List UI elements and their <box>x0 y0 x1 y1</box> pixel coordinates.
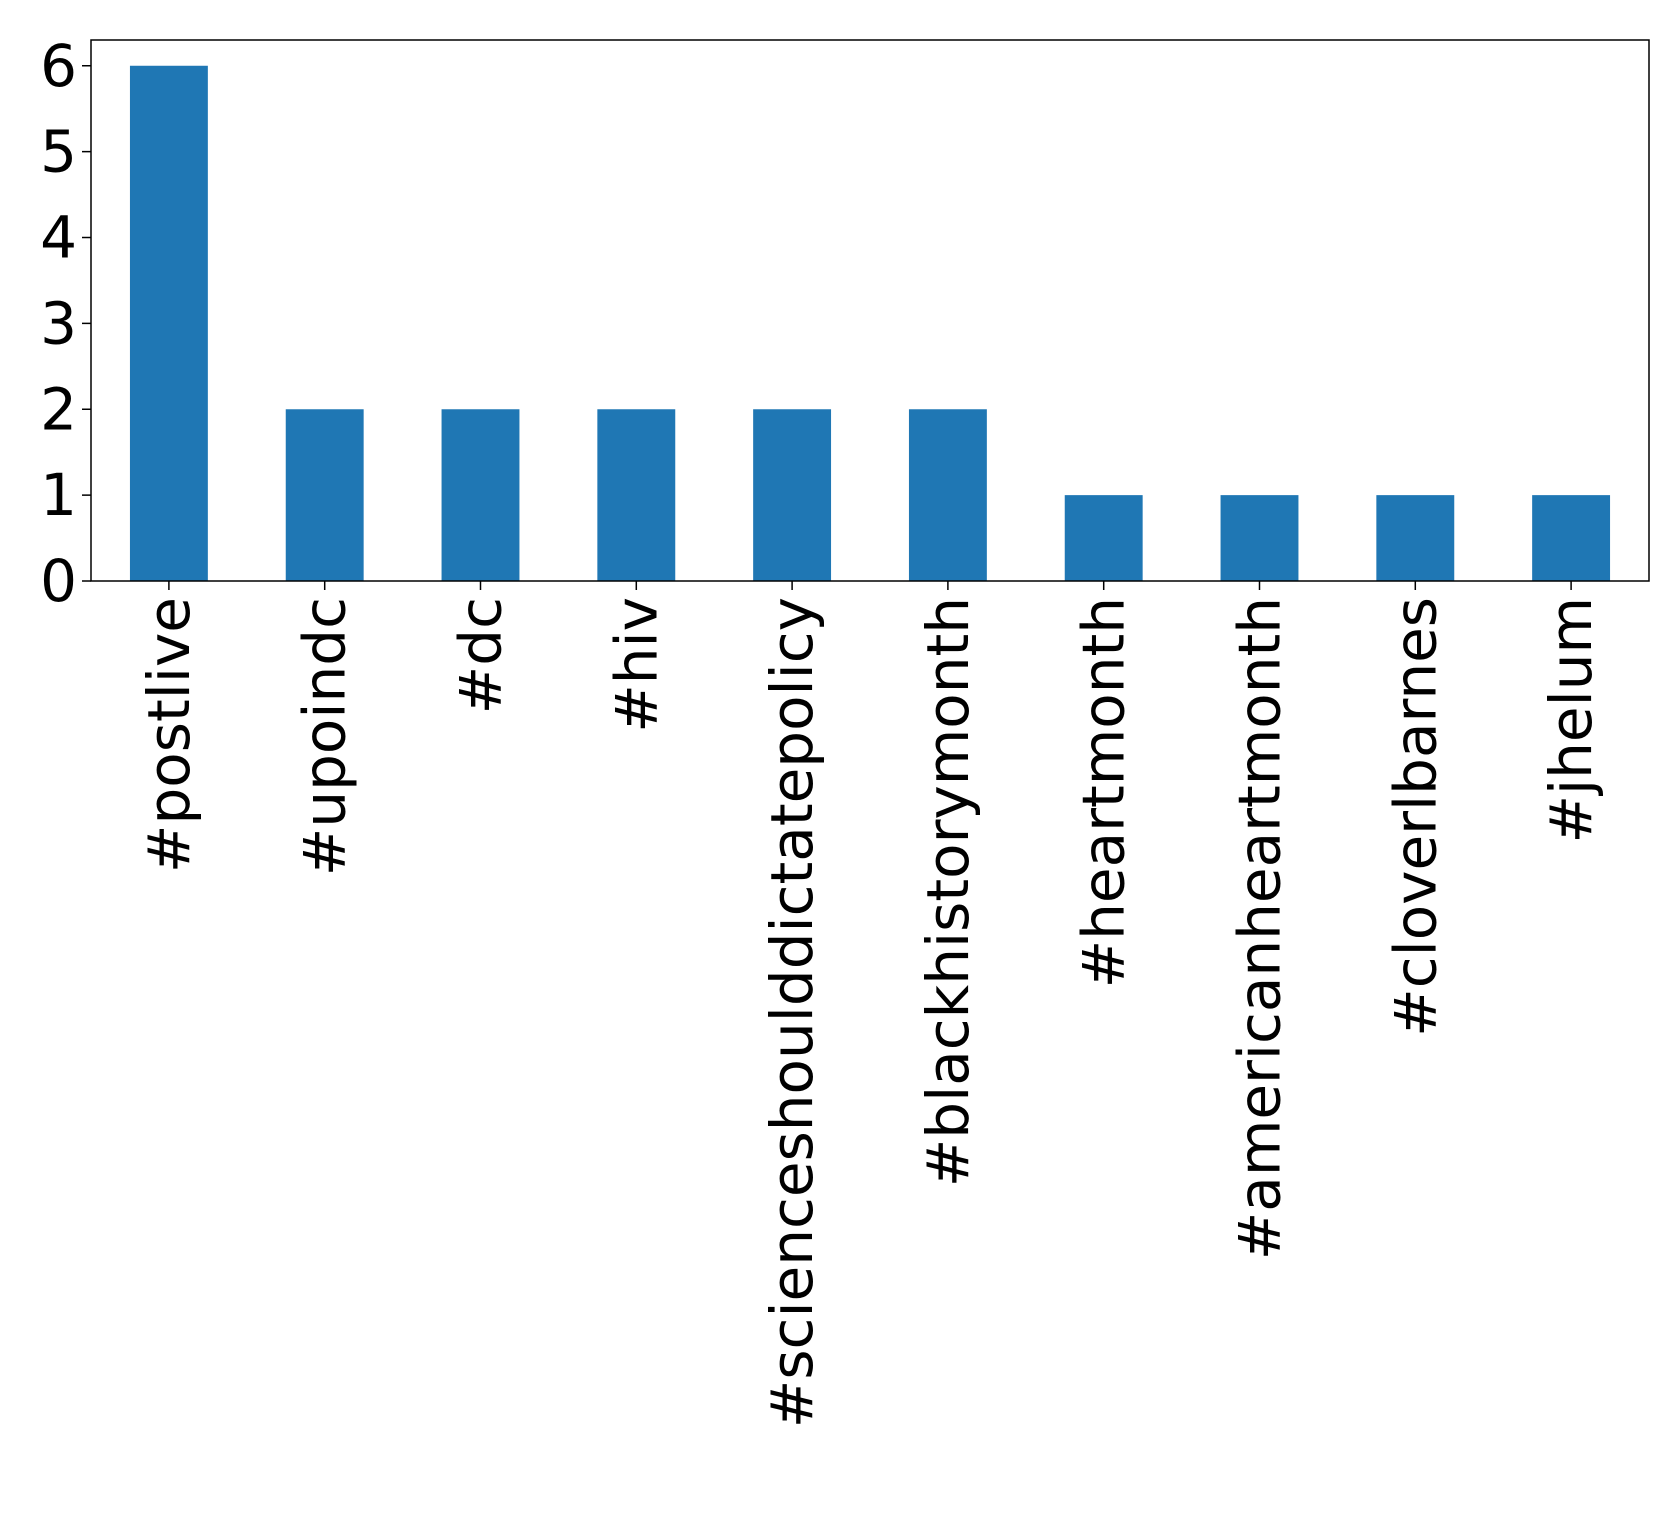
bar-hiv <box>597 409 676 581</box>
bar-cloverlbarnes <box>1376 495 1455 581</box>
bar-dc <box>441 409 520 581</box>
x-tick-label: #jhelum <box>1537 597 1605 844</box>
y-tick-label: 5 <box>40 118 77 186</box>
x-tick-label: #hiv <box>602 597 670 733</box>
plot-frame <box>90 39 1650 582</box>
y-tick-label: 2 <box>40 375 77 443</box>
x-tick-label: #dc <box>447 597 515 714</box>
x-tick-label: #americanheartmonth <box>1226 597 1294 1260</box>
y-tick-label: 1 <box>40 461 77 529</box>
bar-scienceshoulddictatepolicy <box>753 409 832 581</box>
x-axis: #postlive #upoindc #dc #hiv #scienceshoulddi… <box>135 581 1605 1428</box>
y-tick-label: 0 <box>40 547 77 615</box>
bar-upoindc <box>285 409 364 581</box>
bar-jhelum <box>1532 495 1611 581</box>
bar-americanheartmonth <box>1220 495 1299 581</box>
y-tick-label: 4 <box>40 204 77 272</box>
x-tick-label: #blackhistorymonth <box>914 597 982 1187</box>
y-tick-label: 3 <box>40 289 77 357</box>
x-tick-label: #upoindc <box>291 597 359 876</box>
bar-heartmonth <box>1064 495 1143 581</box>
y-axis: 0 1 2 3 4 5 6 <box>40 32 91 615</box>
x-tick-label: #scienceshoulddictatepolicy <box>758 597 826 1428</box>
x-tick-label: #postlive <box>135 597 203 873</box>
bars-layer <box>129 65 1611 581</box>
x-tick-label: #cloverlbarnes <box>1381 597 1449 1037</box>
y-tick-label: 6 <box>40 32 77 100</box>
x-tick-label: #heartmonth <box>1070 597 1138 988</box>
bar-blackhistorymonth <box>908 409 987 581</box>
bar-postlive <box>129 65 208 581</box>
